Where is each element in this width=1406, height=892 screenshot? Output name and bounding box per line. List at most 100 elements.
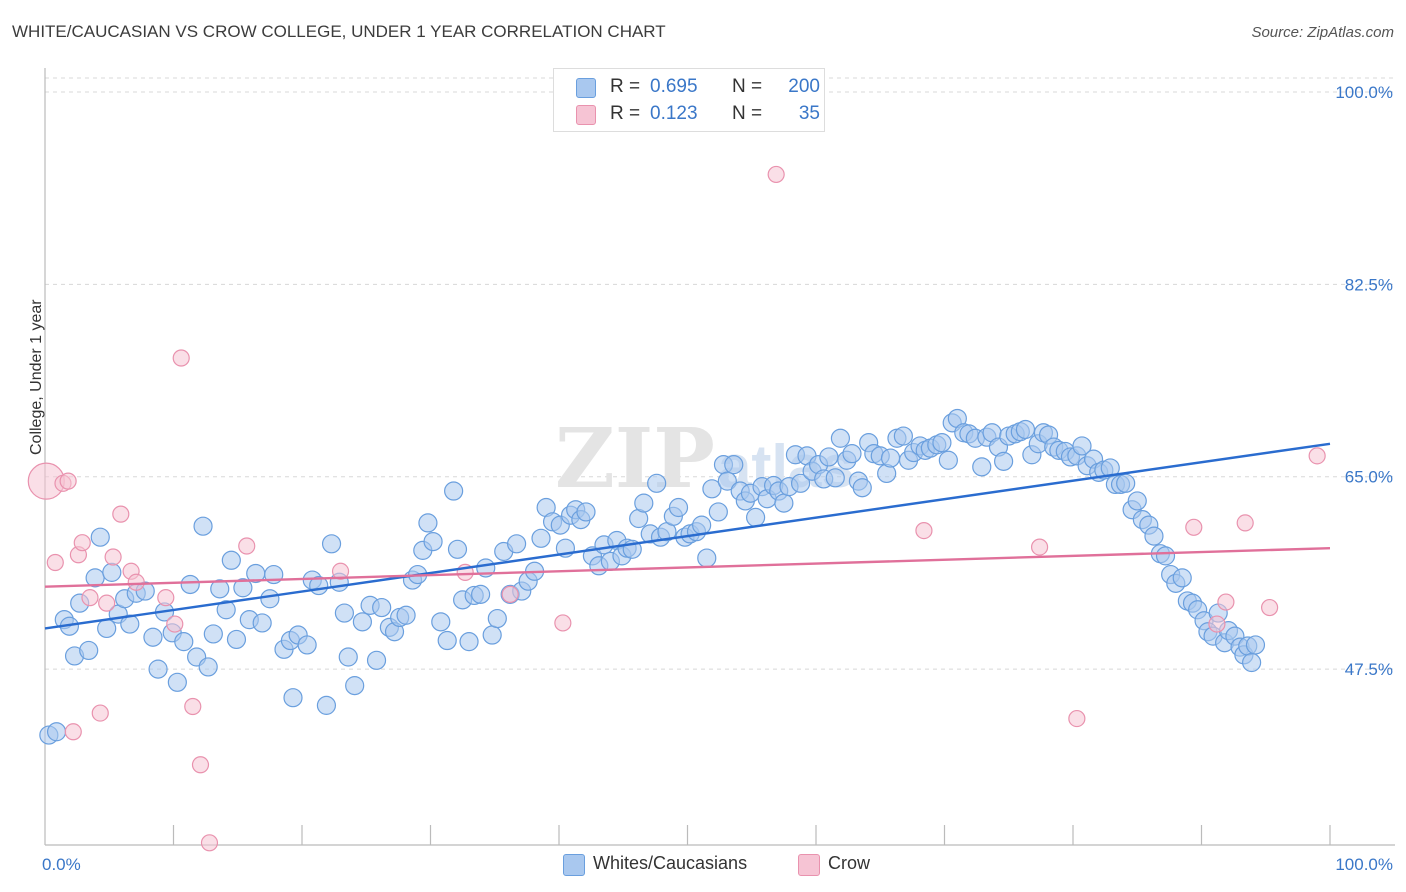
crow-point bbox=[238, 537, 256, 555]
whites-point bbox=[1155, 546, 1176, 566]
whites-point bbox=[774, 493, 794, 513]
whites-point bbox=[576, 502, 596, 522]
whites-point bbox=[79, 640, 99, 661]
legend-n-value: 200 bbox=[788, 76, 820, 97]
whites-point bbox=[702, 479, 722, 499]
crow-point bbox=[1068, 709, 1086, 728]
crow-point bbox=[767, 165, 785, 184]
whites-point bbox=[437, 630, 457, 651]
whites-point bbox=[790, 473, 811, 493]
whites-point bbox=[338, 647, 358, 667]
whites-point bbox=[1242, 652, 1262, 673]
whites-point bbox=[233, 578, 253, 598]
series-legend: Whites/Caucasians Crow bbox=[0, 853, 1406, 877]
y-tick-label: 100.0% bbox=[1335, 83, 1393, 102]
whites-point bbox=[1127, 491, 1147, 511]
y-tick-label: 65.0% bbox=[1345, 468, 1393, 487]
whites-point bbox=[447, 539, 468, 559]
legend-r-value: 0.123 bbox=[650, 103, 698, 124]
whites-trendline bbox=[44, 442, 1331, 630]
chart-title: WHITE/CAUCASIAN VS CROW COLLEGE, UNDER 1… bbox=[12, 22, 666, 41]
whites-point bbox=[932, 433, 952, 453]
whites-point bbox=[444, 481, 464, 501]
whites-point bbox=[938, 450, 958, 470]
whites-point bbox=[717, 471, 737, 491]
crow-point bbox=[1236, 514, 1254, 532]
whites-point bbox=[366, 650, 387, 670]
whites-point bbox=[423, 531, 443, 552]
legend-n-label: N = bbox=[732, 76, 763, 97]
crow-point bbox=[73, 534, 91, 552]
whites-point bbox=[180, 574, 200, 595]
y-tick-label: 82.5% bbox=[1345, 275, 1393, 294]
whites-point bbox=[321, 534, 342, 554]
crow-point bbox=[172, 349, 190, 367]
whites-point bbox=[880, 448, 901, 468]
crow-point bbox=[200, 834, 219, 852]
series-label-whites: Whites/Caucasians bbox=[593, 853, 748, 873]
whites-point bbox=[221, 550, 241, 570]
y-axis-label: College, Under 1 year bbox=[28, 299, 45, 455]
crow-point bbox=[1030, 538, 1049, 556]
legend-n-value: 35 bbox=[798, 103, 820, 124]
whites-point bbox=[852, 478, 872, 498]
whites-point bbox=[226, 629, 247, 650]
whites-point bbox=[352, 612, 372, 632]
whites-point bbox=[531, 528, 551, 548]
crow-point bbox=[127, 573, 145, 591]
crow-point bbox=[1308, 447, 1326, 465]
crow-point bbox=[59, 472, 77, 490]
crow-point bbox=[46, 553, 64, 572]
crow-point bbox=[104, 548, 122, 566]
whites-point bbox=[708, 502, 728, 522]
series-swatch-whites bbox=[563, 854, 585, 876]
x-tick-label: 0.0% bbox=[42, 855, 81, 874]
whites-point bbox=[506, 534, 527, 554]
whites-point bbox=[647, 473, 667, 493]
whites-point bbox=[216, 600, 236, 620]
legend-n-label: N = bbox=[732, 103, 763, 124]
crow-point bbox=[184, 697, 202, 716]
crow-point bbox=[112, 505, 130, 523]
whites-point bbox=[148, 659, 168, 679]
whites-point bbox=[198, 657, 218, 677]
crow-point bbox=[1185, 518, 1203, 536]
whites-point bbox=[210, 579, 230, 599]
whites-point bbox=[252, 613, 272, 633]
whites-point bbox=[1144, 526, 1164, 546]
whites-point bbox=[972, 457, 992, 477]
whites-point bbox=[193, 516, 213, 536]
whites-point bbox=[431, 612, 451, 632]
whites-point bbox=[334, 603, 355, 623]
whites-point bbox=[634, 493, 654, 513]
whites-point bbox=[1172, 568, 1192, 588]
whites-point bbox=[345, 676, 365, 696]
axis-layer bbox=[44, 68, 1395, 846]
y-tick-label: 47.5% bbox=[1345, 660, 1393, 679]
crow-point bbox=[1261, 598, 1279, 617]
whites-point bbox=[482, 625, 502, 645]
crow-points-layer bbox=[27, 165, 1326, 852]
whites-point bbox=[143, 627, 163, 647]
whites-point bbox=[1116, 473, 1136, 493]
whites-point bbox=[1015, 419, 1036, 440]
crow-point bbox=[91, 704, 109, 722]
tick-label-layer: 100.0% 82.5% 65.0% 47.5% 0.0% 100.0% bbox=[42, 83, 1393, 874]
legend-swatch-crow bbox=[576, 105, 596, 125]
crow-point bbox=[915, 522, 933, 540]
crow-point bbox=[1217, 593, 1235, 611]
whites-point bbox=[372, 597, 392, 618]
whites-point bbox=[994, 451, 1014, 471]
x-tick-label: 100.0% bbox=[1335, 855, 1393, 874]
trend-layer bbox=[44, 442, 1331, 630]
whites-point bbox=[668, 497, 689, 518]
whites-point bbox=[697, 548, 717, 568]
whites-point bbox=[418, 513, 438, 533]
whites-point bbox=[396, 605, 416, 625]
crow-point bbox=[501, 585, 519, 603]
whites-point bbox=[746, 507, 766, 528]
whites-point bbox=[174, 632, 194, 652]
whites-point bbox=[487, 608, 507, 629]
whites-point bbox=[1072, 436, 1092, 456]
